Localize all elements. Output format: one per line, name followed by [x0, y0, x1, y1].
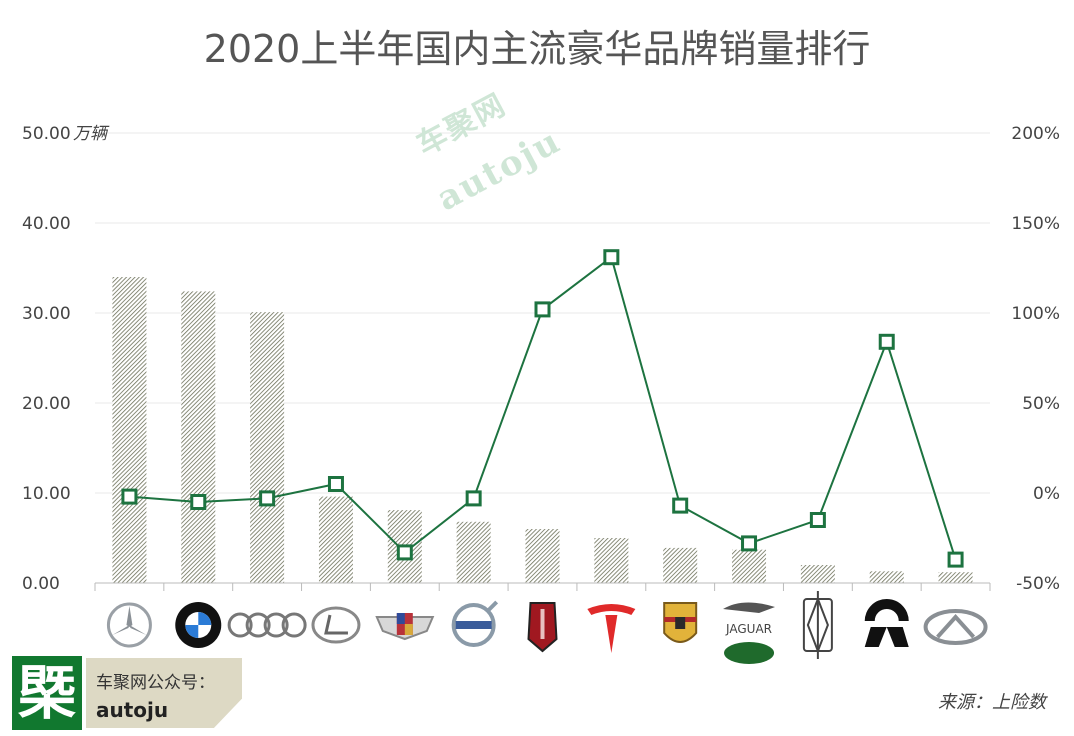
bar — [732, 550, 766, 583]
bar — [457, 522, 491, 583]
brand-logo — [804, 591, 832, 659]
bar — [112, 277, 146, 583]
line-point — [605, 251, 618, 264]
line-point — [329, 478, 342, 491]
bar — [663, 548, 697, 583]
account-name: autoju — [96, 698, 168, 722]
brand-logo — [529, 603, 557, 651]
y-left-tick-label: 10.00 — [22, 484, 71, 504]
y-left-tick-label: 30.00 — [22, 304, 71, 324]
footer-brand: 槩 车聚网公众号： autoju — [12, 656, 242, 730]
brand-logo — [587, 604, 635, 653]
bar — [319, 497, 353, 583]
account-label: 车聚网公众号： — [96, 668, 215, 693]
brand-panel: 车聚网公众号： autoju — [86, 658, 242, 728]
bar — [801, 565, 835, 583]
y-left-tick-label: 20.00 — [22, 394, 71, 414]
tick-labels: 0.00 10.00 20.00 30.00 40.00 50.00 万辆 -50% 0% 50%… — [22, 124, 1060, 594]
brand-logos: JAGUAR — [108, 591, 985, 664]
brand-logo — [865, 599, 909, 647]
y-left-tick-label: 50.00 — [22, 124, 71, 144]
brand-logo — [926, 611, 986, 643]
bar — [594, 538, 628, 583]
line-point — [880, 335, 893, 348]
bar — [526, 529, 560, 583]
y-right-tick-label: 50% — [1022, 394, 1060, 414]
bar — [181, 291, 215, 583]
data-source: 来源：上险数 — [938, 688, 1046, 714]
svg-text:JAGUAR: JAGUAR — [725, 622, 772, 636]
line-point — [261, 492, 274, 505]
y-left-tick-label: 40.00 — [22, 214, 71, 234]
bar-series — [112, 277, 972, 583]
line-point — [949, 553, 962, 566]
line-point — [192, 496, 205, 509]
brand-logo — [664, 603, 696, 642]
y-left-tick-label: 0.00 — [22, 574, 60, 594]
line-point — [467, 492, 480, 505]
brand-logo — [175, 602, 221, 648]
y-right-tick-label: 200% — [1011, 124, 1060, 144]
y-right-tick-label: -50% — [1016, 574, 1060, 594]
brand-logo — [377, 613, 433, 639]
line-point — [536, 303, 549, 316]
line-point — [743, 537, 756, 550]
brand-logo — [313, 608, 359, 642]
line-point — [398, 546, 411, 559]
brand-logo — [454, 602, 497, 645]
y-left-unit: 万辆 — [73, 124, 110, 144]
bar — [939, 572, 973, 583]
line-point — [674, 499, 687, 512]
brand-logo: JAGUAR — [723, 602, 775, 664]
y-right-tick-label: 150% — [1011, 214, 1060, 234]
bar — [870, 571, 904, 583]
line-series — [123, 251, 962, 566]
brand-logo — [108, 604, 150, 646]
y-right-tick-label: 100% — [1011, 304, 1060, 324]
axes — [95, 583, 990, 591]
line-point — [811, 514, 824, 527]
y-right-tick-label: 0% — [1033, 484, 1060, 504]
brand-logo-glyph: 槩 — [12, 656, 82, 730]
brand-logo — [229, 614, 305, 636]
line-point — [123, 490, 136, 503]
bar — [250, 312, 284, 583]
